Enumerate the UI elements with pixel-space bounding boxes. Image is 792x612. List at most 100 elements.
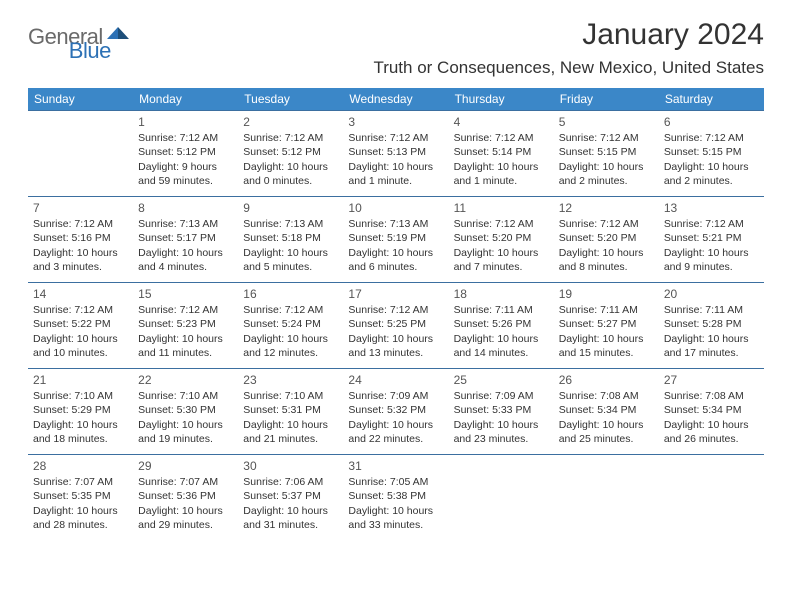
daylight-text: and 31 minutes.	[243, 518, 338, 532]
weekday-header: Tuesday	[238, 88, 343, 111]
day-number: 4	[454, 114, 549, 130]
sunset-text: Sunset: 5:22 PM	[33, 317, 128, 331]
sunrise-text: Sunrise: 7:10 AM	[33, 389, 128, 403]
calendar-day-cell: 29Sunrise: 7:07 AMSunset: 5:36 PMDayligh…	[133, 455, 238, 541]
sunrise-text: Sunrise: 7:12 AM	[559, 131, 654, 145]
sunrise-text: Sunrise: 7:12 AM	[454, 131, 549, 145]
sunset-text: Sunset: 5:15 PM	[559, 145, 654, 159]
day-number: 10	[348, 200, 443, 216]
daylight-text: Daylight: 10 hours	[664, 332, 759, 346]
daylight-text: and 2 minutes.	[664, 174, 759, 188]
calendar-day-cell: 5Sunrise: 7:12 AMSunset: 5:15 PMDaylight…	[554, 111, 659, 197]
month-title: January 2024	[373, 18, 764, 52]
calendar-week-row: 1 Sunrise: 7:12 AM Sunset: 5:12 PM Daylight…	[28, 111, 764, 197]
daylight-text: Daylight: 10 hours	[348, 246, 443, 260]
sunset-text: Sunset: 5:34 PM	[559, 403, 654, 417]
sunset-text: Sunset: 5:16 PM	[33, 231, 128, 245]
calendar-day-cell: 2Sunrise: 7:12 AMSunset: 5:12 PMDaylight…	[238, 111, 343, 197]
daylight-text: Daylight: 10 hours	[33, 332, 128, 346]
calendar-day-cell: 10Sunrise: 7:13 AMSunset: 5:19 PMDayligh…	[343, 197, 448, 283]
daylight-text: Daylight: 10 hours	[243, 246, 338, 260]
daylight-text: Daylight: 10 hours	[559, 418, 654, 432]
calendar-day-cell	[28, 111, 133, 197]
weekday-header: Thursday	[449, 88, 554, 111]
sunset-text: Sunset: 5:19 PM	[348, 231, 443, 245]
weekday-header: Saturday	[659, 88, 764, 111]
daylight-text: and 33 minutes.	[348, 518, 443, 532]
daylight-text: Daylight: 10 hours	[138, 504, 233, 518]
daylight-text: and 28 minutes.	[33, 518, 128, 532]
sunrise-text: Sunrise: 7:13 AM	[348, 217, 443, 231]
calendar-day-cell: 24Sunrise: 7:09 AMSunset: 5:32 PMDayligh…	[343, 369, 448, 455]
daylight-text: and 13 minutes.	[348, 346, 443, 360]
daylight-text: and 59 minutes.	[138, 174, 233, 188]
day-number: 22	[138, 372, 233, 388]
sunset-text: Sunset: 5:32 PM	[348, 403, 443, 417]
sunset-text: Sunset: 5:23 PM	[138, 317, 233, 331]
calendar-day-cell: 15Sunrise: 7:12 AMSunset: 5:23 PMDayligh…	[133, 283, 238, 369]
daylight-text: Daylight: 10 hours	[664, 418, 759, 432]
day-number: 28	[33, 458, 128, 474]
daylight-text: and 10 minutes.	[33, 346, 128, 360]
daylight-text: Daylight: 10 hours	[559, 160, 654, 174]
sunset-text: Sunset: 5:20 PM	[559, 231, 654, 245]
calendar-day-cell: 1Sunrise: 7:12 AMSunset: 5:12 PMDaylight…	[133, 111, 238, 197]
daylight-text: Daylight: 10 hours	[454, 160, 549, 174]
sunset-text: Sunset: 5:27 PM	[559, 317, 654, 331]
daylight-text: and 3 minutes.	[33, 260, 128, 274]
sunset-text: Sunset: 5:30 PM	[138, 403, 233, 417]
sunset-text: Sunset: 5:35 PM	[33, 489, 128, 503]
calendar-day-cell: 14Sunrise: 7:12 AMSunset: 5:22 PMDayligh…	[28, 283, 133, 369]
calendar-day-cell: 7Sunrise: 7:12 AMSunset: 5:16 PMDaylight…	[28, 197, 133, 283]
daylight-text: Daylight: 10 hours	[348, 418, 443, 432]
sunrise-text: Sunrise: 7:10 AM	[243, 389, 338, 403]
sunset-text: Sunset: 5:26 PM	[454, 317, 549, 331]
sunset-text: Sunset: 5:38 PM	[348, 489, 443, 503]
calendar-week-row: 21Sunrise: 7:10 AMSunset: 5:29 PMDayligh…	[28, 369, 764, 455]
day-number: 18	[454, 286, 549, 302]
daylight-text: and 5 minutes.	[243, 260, 338, 274]
calendar-day-cell: 26Sunrise: 7:08 AMSunset: 5:34 PMDayligh…	[554, 369, 659, 455]
day-number: 23	[243, 372, 338, 388]
sunset-text: Sunset: 5:31 PM	[243, 403, 338, 417]
day-number: 26	[559, 372, 654, 388]
sunrise-text: Sunrise: 7:12 AM	[138, 303, 233, 317]
daylight-text: and 6 minutes.	[348, 260, 443, 274]
calendar-day-cell	[449, 455, 554, 541]
daylight-text: Daylight: 10 hours	[138, 246, 233, 260]
calendar-day-cell: 23Sunrise: 7:10 AMSunset: 5:31 PMDayligh…	[238, 369, 343, 455]
daylight-text: Daylight: 10 hours	[454, 246, 549, 260]
sunrise-text: Sunrise: 7:10 AM	[138, 389, 233, 403]
sunrise-text: Sunrise: 7:08 AM	[559, 389, 654, 403]
daylight-text: and 7 minutes.	[454, 260, 549, 274]
header-row: General Blue January 2024 Truth or Conse…	[28, 18, 764, 78]
sunrise-text: Sunrise: 7:12 AM	[664, 131, 759, 145]
sunrise-text: Sunrise: 7:13 AM	[243, 217, 338, 231]
daylight-text: and 17 minutes.	[664, 346, 759, 360]
sunrise-text: Sunrise: 7:12 AM	[243, 303, 338, 317]
day-number: 29	[138, 458, 233, 474]
calendar-table: Sunday Monday Tuesday Wednesday Thursday…	[28, 88, 764, 541]
sunrise-text: Sunrise: 7:12 AM	[454, 217, 549, 231]
sunset-text: Sunset: 5:13 PM	[348, 145, 443, 159]
sunset-text: Sunset: 5:20 PM	[454, 231, 549, 245]
day-number: 8	[138, 200, 233, 216]
day-number: 13	[664, 200, 759, 216]
day-number: 1	[138, 114, 233, 130]
daylight-text: Daylight: 10 hours	[664, 246, 759, 260]
sunset-text: Sunset: 5:36 PM	[138, 489, 233, 503]
daylight-text: and 1 minute.	[454, 174, 549, 188]
weekday-header: Sunday	[28, 88, 133, 111]
daylight-text: and 1 minute.	[348, 174, 443, 188]
day-number: 9	[243, 200, 338, 216]
day-number: 2	[243, 114, 338, 130]
sunrise-text: Sunrise: 7:13 AM	[138, 217, 233, 231]
sunset-text: Sunset: 5:34 PM	[664, 403, 759, 417]
day-number: 21	[33, 372, 128, 388]
calendar-day-cell	[659, 455, 764, 541]
calendar-day-cell: 21Sunrise: 7:10 AMSunset: 5:29 PMDayligh…	[28, 369, 133, 455]
daylight-text: and 18 minutes.	[33, 432, 128, 446]
daylight-text: and 8 minutes.	[559, 260, 654, 274]
sunrise-text: Sunrise: 7:12 AM	[33, 217, 128, 231]
sunset-text: Sunset: 5:12 PM	[243, 145, 338, 159]
